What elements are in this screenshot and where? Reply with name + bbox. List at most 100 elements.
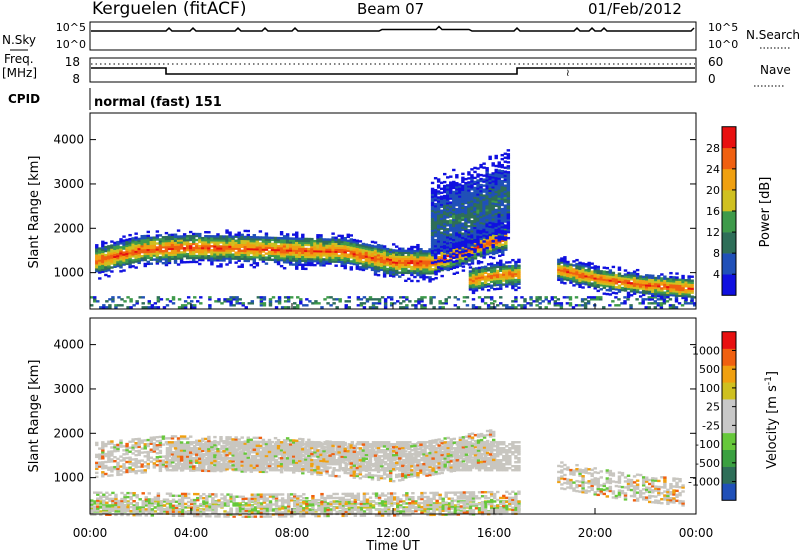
power-cell	[198, 233, 201, 235]
power-cell	[491, 240, 494, 242]
power-cell	[168, 234, 171, 236]
power-cell	[120, 298, 123, 300]
power-cell	[508, 306, 511, 308]
power-cell	[517, 304, 520, 306]
power-cell	[458, 183, 461, 185]
power-cell	[184, 300, 187, 302]
power-cell	[498, 235, 501, 237]
power-cell	[468, 263, 471, 265]
power-cell	[190, 300, 193, 302]
power-cell	[630, 294, 633, 296]
power-cell	[639, 291, 642, 293]
power-cell	[590, 266, 593, 268]
power-cell	[557, 259, 560, 261]
power-cell	[101, 241, 104, 243]
power-cell	[348, 300, 351, 302]
velocity-cell	[245, 502, 248, 504]
power-cell	[105, 300, 108, 302]
power-cell	[464, 178, 467, 180]
power-cell	[350, 238, 353, 240]
power-cell	[305, 304, 308, 306]
power-cell	[491, 244, 494, 246]
power-cell	[578, 304, 581, 306]
power-cell	[657, 298, 660, 300]
power-cell	[201, 237, 204, 239]
power-cell	[207, 231, 210, 233]
power-cell	[107, 275, 110, 277]
velocity-cell	[305, 500, 308, 502]
power-cell	[538, 306, 541, 308]
y-tick-label: 1000	[53, 266, 84, 280]
power-cell	[464, 250, 467, 252]
freq-left-tick-top: 18	[65, 55, 80, 69]
power-cell	[627, 292, 630, 294]
power-cell	[195, 239, 198, 241]
power-cell	[216, 265, 219, 267]
power-cell	[446, 176, 449, 178]
power-cell	[473, 167, 476, 169]
velocity-cell	[308, 508, 311, 510]
power-cell	[566, 261, 569, 263]
power-cell	[678, 302, 681, 304]
power-cell	[470, 220, 473, 222]
power-cell	[502, 283, 505, 285]
power-cell	[195, 255, 198, 257]
power-cell	[293, 306, 296, 308]
power-cell	[229, 296, 232, 298]
power-cell	[478, 296, 481, 298]
power-cell	[630, 272, 633, 274]
power-cell	[357, 296, 360, 298]
power-cell	[104, 246, 107, 248]
power-cell	[217, 298, 220, 300]
power-cell	[498, 249, 501, 251]
power-cell	[675, 306, 678, 308]
power-cell	[401, 248, 404, 250]
power-cell	[116, 241, 119, 243]
power-cell	[554, 300, 557, 302]
velocity-cell	[154, 510, 157, 512]
power-cell	[660, 287, 663, 289]
power-cell	[413, 246, 416, 248]
power-cell	[271, 243, 274, 245]
power-cell	[449, 243, 452, 245]
power-cell	[141, 255, 144, 257]
power-cell	[476, 167, 479, 169]
power-cell	[237, 232, 240, 234]
power-cell	[475, 306, 478, 308]
station-title: Kerguelen (fitACF)	[92, 0, 246, 19]
power-cell	[499, 302, 502, 304]
power-cell	[504, 184, 507, 186]
power-cell	[253, 234, 256, 236]
noise-left-tick-bottom: 10^0	[56, 38, 86, 51]
power-cell	[162, 262, 165, 264]
power-cell	[344, 237, 347, 239]
freq-left-label-2: [MHz]	[2, 66, 37, 80]
power-cell	[371, 241, 374, 243]
power-cell	[311, 302, 314, 304]
power-cell	[148, 300, 151, 302]
power-cell	[111, 296, 114, 298]
power-cell	[452, 169, 455, 171]
power-cell	[666, 278, 669, 280]
power-cell	[440, 267, 443, 269]
power-cell	[265, 262, 268, 264]
power-cell	[335, 306, 338, 308]
velocity-cell	[457, 500, 460, 502]
power-cell	[402, 306, 405, 308]
power-cell	[226, 298, 229, 300]
power-cell	[690, 280, 693, 282]
power-cell	[195, 261, 198, 263]
power-cell	[405, 304, 408, 306]
power-cell	[441, 306, 444, 308]
power-cell	[369, 296, 372, 298]
power-cell	[461, 223, 464, 225]
power-cell	[614, 304, 617, 306]
power-cell	[648, 306, 651, 308]
power-cell	[434, 203, 437, 205]
power-cell	[393, 302, 396, 304]
velocity-cell	[435, 508, 438, 510]
ground-scatter-cell	[238, 441, 241, 443]
power-cell	[359, 244, 362, 246]
power-cell	[404, 280, 407, 282]
power-cell	[461, 254, 464, 256]
